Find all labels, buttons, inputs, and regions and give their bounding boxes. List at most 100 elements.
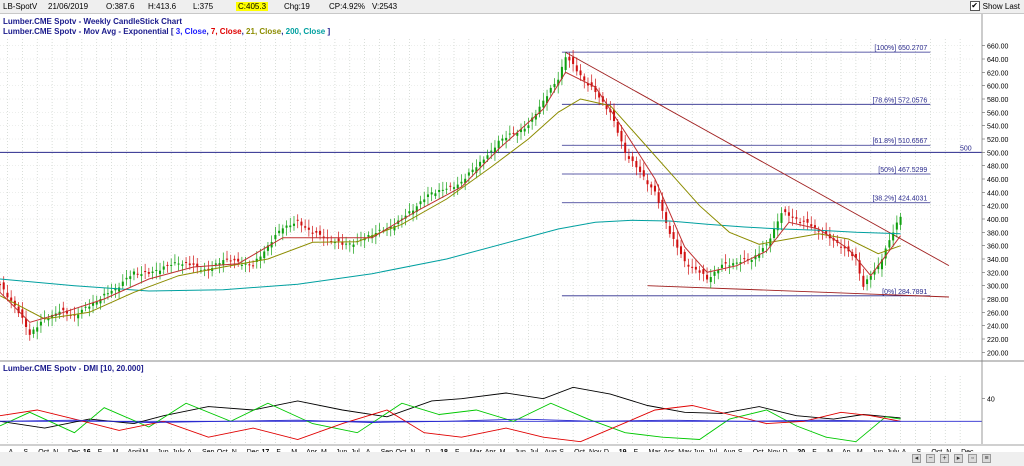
x-tick-label-24: A [366, 449, 371, 452]
dmi-y-tick-label-0: 40 [987, 397, 995, 404]
candle-body-159 [590, 82, 593, 87]
candle-body-199 [739, 262, 742, 264]
x-tick-label-47: Jul [708, 449, 717, 452]
candle-body-44 [162, 266, 165, 270]
candle-body-154 [572, 57, 575, 65]
candle-body-77 [285, 225, 288, 228]
candle-body-151 [560, 66, 563, 79]
candle-body-11 [39, 321, 42, 326]
x-tick-label-60: A [902, 449, 907, 452]
candle-body-102 [378, 229, 381, 231]
ma-param-2: 7, Close [211, 27, 242, 36]
candle-body-237 [880, 259, 883, 270]
show-last-checkbox[interactable]: ✔ [969, 1, 980, 11]
candle-body-219 [813, 225, 817, 228]
candle-body-164 [609, 109, 612, 113]
x-tick-label-44: Apr [663, 449, 675, 452]
candle-body-20 [73, 314, 76, 316]
y-tick-label-8: 360.00 [987, 244, 1009, 251]
candle-body-147 [546, 96, 549, 104]
candle-body-120 [445, 188, 448, 190]
candle-body-149 [553, 83, 556, 88]
zoom-out-icon[interactable]: − [926, 454, 935, 463]
y-tick-label-18: 560.00 [987, 110, 1009, 117]
candle-body-32 [118, 287, 121, 292]
candle-body-155 [575, 65, 578, 72]
candle-body-111 [412, 210, 415, 215]
close-label: C:405.3 [236, 2, 269, 11]
y-tick-label-14: 480.00 [987, 164, 1009, 171]
candle-body-233 [866, 279, 869, 285]
y-tick-label-20: 600.00 [987, 84, 1009, 91]
candle-body-146 [542, 100, 545, 108]
candle-body-39 [144, 270, 147, 272]
candle-body-131 [486, 155, 489, 159]
dmi-title: Lumber.CME Spotv - DMI [10, 20.000] [3, 364, 144, 373]
candle-body-38 [140, 274, 143, 276]
x-tick-label-55: M [827, 449, 833, 452]
candle-body-117 [434, 193, 437, 197]
candle-body-156 [579, 70, 582, 76]
y-tick-label-6: 320.00 [987, 270, 1009, 277]
candle-body-171 [635, 160, 638, 168]
scroll-right-icon[interactable]: ▸ [954, 454, 963, 463]
candle-body-217 [806, 218, 809, 223]
candle-body-41 [151, 271, 154, 273]
candle-body-183 [679, 246, 683, 255]
x-tick-label-49: S [738, 449, 743, 452]
ma-param-4: 200, Close [286, 27, 326, 36]
dmi-series-0 [0, 386, 901, 429]
candle-body-24 [88, 306, 91, 309]
candle-body-8 [28, 329, 31, 335]
candle-body-113 [419, 201, 422, 205]
ma-param-3: 21, Close [246, 27, 282, 36]
ma-param-1: 3, Close [176, 27, 207, 36]
candle-body-196 [728, 265, 731, 267]
x-tick-label-59: July [887, 449, 900, 452]
x-tick-label-27: N [410, 449, 415, 452]
fit-icon[interactable]: ▫ [968, 454, 977, 463]
candle-body-28 [103, 293, 106, 296]
ema-200-line [0, 219, 901, 292]
candle-body-60 [222, 260, 225, 266]
candle-body-6 [21, 309, 24, 318]
candle-body-152 [564, 57, 567, 70]
candle-body-59 [218, 263, 221, 266]
candle-body-76 [281, 228, 284, 234]
candle-body-170 [631, 156, 634, 162]
candle-body-175 [650, 184, 653, 188]
candle-body-7 [25, 318, 28, 328]
candle-body-144 [534, 113, 537, 120]
ma-label-prefix: Lumber.CME Spotv - Mov Avg - Exponential… [3, 27, 174, 36]
low-label: L:375 [193, 2, 214, 11]
candle-body-169 [627, 156, 630, 159]
candle-body-187 [694, 266, 697, 270]
settings-icon[interactable]: ≡ [982, 454, 991, 463]
x-tick-label-54: F [812, 449, 816, 452]
candle-body-236 [877, 265, 880, 270]
candle-body-65 [240, 264, 243, 266]
candle-body-83 [307, 227, 310, 230]
candle-body-14 [51, 314, 54, 319]
x-tick-label-1: S [23, 449, 28, 452]
volume-label: V:2543 [372, 2, 398, 11]
moving-averages [0, 71, 902, 323]
candle-body-43 [158, 270, 162, 274]
x-tick-label-23: Jul [351, 449, 360, 452]
zoom-in-icon[interactable]: + [940, 454, 949, 463]
candle-body-61 [225, 258, 229, 260]
x-tick-label-62: Oct [931, 449, 942, 452]
candle-body-173 [642, 170, 645, 177]
candle-body-137 [508, 133, 511, 135]
candle-body-91 [337, 238, 340, 242]
show-last-toggle[interactable]: ✔ Show Last [969, 1, 1020, 11]
candle-body-181 [672, 232, 675, 239]
candle-body-176 [653, 185, 656, 192]
scroll-left-icon[interactable]: ◂ [912, 454, 921, 463]
y-tick-label-22: 640.00 [987, 57, 1009, 64]
candle-body-198 [735, 262, 738, 264]
candle-body-216 [802, 220, 805, 222]
candle-body-188 [698, 270, 701, 273]
date-label: 21/06/2019 [48, 2, 89, 11]
x-tick-label-52: D [782, 449, 787, 452]
